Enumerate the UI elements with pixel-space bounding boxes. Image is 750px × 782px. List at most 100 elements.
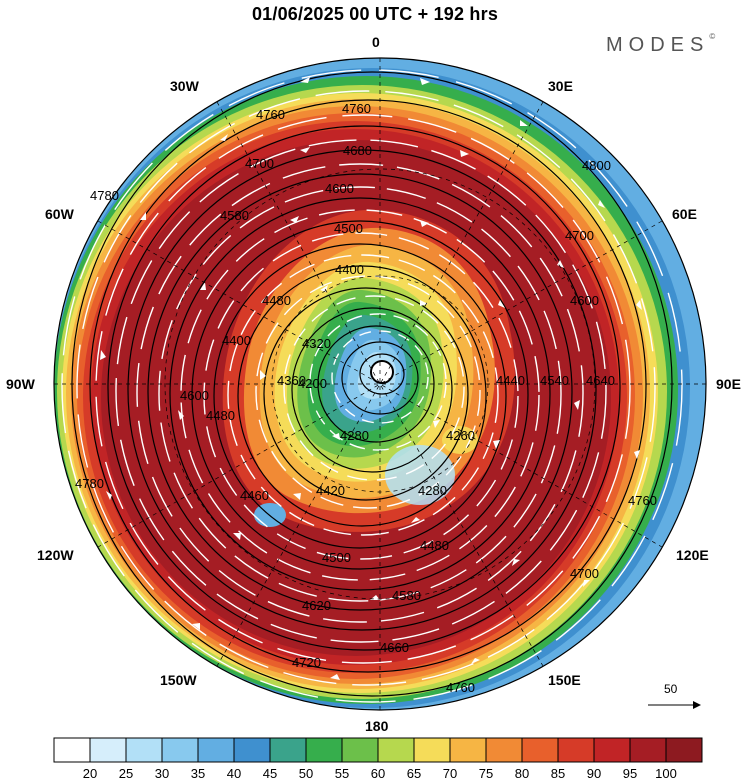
contour-label: 4540 xyxy=(540,373,569,388)
lon-label-150e: 150E xyxy=(548,672,581,688)
colorbar xyxy=(53,737,703,763)
colorbar-swatch xyxy=(53,737,91,763)
colorbar-tick-label: 100 xyxy=(655,766,677,781)
lon-label-150w: 150W xyxy=(160,672,197,688)
colorbar-swatch xyxy=(161,737,199,763)
contour-label: 4700 xyxy=(245,156,274,171)
graticule xyxy=(54,58,706,710)
colorbar-swatch xyxy=(125,737,163,763)
colorbar-swatch xyxy=(89,737,127,763)
colorbar-tick-label: 30 xyxy=(154,766,170,781)
contour-label: 4720 xyxy=(292,655,321,670)
lon-label-120e: 120E xyxy=(676,547,709,563)
contour-label: 4600 xyxy=(325,181,354,196)
lon-label-0: 0 xyxy=(372,34,380,50)
colorbar-tick-label: 35 xyxy=(190,766,206,781)
colorbar-tick-label: 65 xyxy=(406,766,422,781)
contour-label: 4200 xyxy=(298,376,327,391)
contour-label: 4660 xyxy=(380,640,409,655)
colorbar-tick-label: 85 xyxy=(550,766,566,781)
wind-streamlines xyxy=(61,69,683,703)
contour-label: 4760 xyxy=(628,493,657,508)
colorbar-swatch xyxy=(269,737,307,763)
colorbar-tick-label: 95 xyxy=(622,766,638,781)
contour-label: 4640 xyxy=(586,373,615,388)
contour-label: 4360 xyxy=(277,373,306,388)
reference-vector-label: 50 xyxy=(664,682,678,696)
contour-label: 4500 xyxy=(322,550,351,565)
lon-label-90e: 90E xyxy=(716,376,741,392)
contour-label: 4580 xyxy=(392,588,421,603)
wind-speed-field xyxy=(54,58,706,710)
colorbar-tick-label: 75 xyxy=(478,766,494,781)
contour-label: 4760 xyxy=(446,680,475,695)
colorbar-swatch xyxy=(413,737,451,763)
contour-label: 4620 xyxy=(302,598,331,613)
contour-label: 4400 xyxy=(335,262,364,277)
colorbar-tick-label: 25 xyxy=(118,766,134,781)
contour-label: 4580 xyxy=(220,208,249,223)
colorbar-tick-label: 20 xyxy=(82,766,98,781)
colorbar-tick-label: 60 xyxy=(370,766,386,781)
colorbar-swatch xyxy=(665,737,703,763)
colorbar-tick-label: 70 xyxy=(442,766,458,781)
streamline-arrowheads xyxy=(100,77,642,680)
colorbar-tick-label: 80 xyxy=(514,766,530,781)
colorbar-tick-label: 90 xyxy=(586,766,602,781)
colorbar-swatch xyxy=(305,737,343,763)
brand-name: MODES xyxy=(606,34,710,56)
colorbar-swatch xyxy=(449,737,487,763)
colorbar-swatch xyxy=(485,737,523,763)
contour-label: 4280 xyxy=(340,428,369,443)
lon-label-90w: 90W xyxy=(6,376,35,392)
contour-label: 4400 xyxy=(222,333,251,348)
map-title: 01/06/2025 00 UTC + 192 hrs xyxy=(251,4,499,24)
contour-label: 4600 xyxy=(570,293,599,308)
lon-label-60e: 60E xyxy=(672,206,697,222)
contour-label: 4280 xyxy=(418,483,447,498)
contour-label: 4700 xyxy=(570,566,599,581)
contour-label: 4320 xyxy=(302,336,331,351)
contour-label: 4480 xyxy=(420,538,449,553)
contour-labels: 4760 4760 4680 4700 4600 4580 4500 4400 … xyxy=(75,101,657,695)
brand-copyright-mark: © xyxy=(709,32,716,41)
contour-label: 4780 xyxy=(75,476,104,491)
colorbar-tick-label: 45 xyxy=(262,766,278,781)
map-border xyxy=(53,57,707,711)
colorbar-tick-label: 40 xyxy=(226,766,242,781)
lon-label-30e: 30E xyxy=(548,78,573,94)
yellow-lobe-se xyxy=(442,426,478,454)
contour-label: 4440 xyxy=(496,373,525,388)
lon-label-120w: 120W xyxy=(37,547,74,563)
colorbar-swatch xyxy=(629,737,667,763)
contour-label: 4700 xyxy=(565,228,594,243)
contour-label: 4760 xyxy=(256,107,285,122)
contour-label: 4600 xyxy=(180,388,209,403)
colorbar-swatch xyxy=(593,737,631,763)
contour-label: 4800 xyxy=(582,158,611,173)
colorbar-swatch xyxy=(197,737,235,763)
colorbar-swatch xyxy=(341,737,379,763)
height-contours xyxy=(71,71,673,697)
colorbar-swatch xyxy=(233,737,271,763)
pole-minimum xyxy=(370,360,394,384)
lon-label-30w: 30W xyxy=(170,78,199,94)
blue-lobe-s xyxy=(385,445,455,505)
contour-label: 4500 xyxy=(334,221,363,236)
lon-label-180: 180 xyxy=(365,718,389,734)
contour-label: 4780 xyxy=(90,188,119,203)
brand-logo: MODES© xyxy=(606,32,716,57)
colorbar-tick-label: 50 xyxy=(298,766,314,781)
colorbar-tick-label: 55 xyxy=(334,766,350,781)
colorbar-swatch xyxy=(377,737,415,763)
contour-label: 4480 xyxy=(262,293,291,308)
colorbar-swatch xyxy=(557,737,595,763)
contour-label: 4760 xyxy=(342,101,371,116)
contour-label: 4680 xyxy=(343,143,372,158)
lon-label-60w: 60W xyxy=(45,206,74,222)
colorbar-swatch xyxy=(521,737,559,763)
contour-label: 4480 xyxy=(206,408,235,423)
contour-label: 4460 xyxy=(240,488,269,503)
contour-label: 4260 xyxy=(446,428,475,443)
